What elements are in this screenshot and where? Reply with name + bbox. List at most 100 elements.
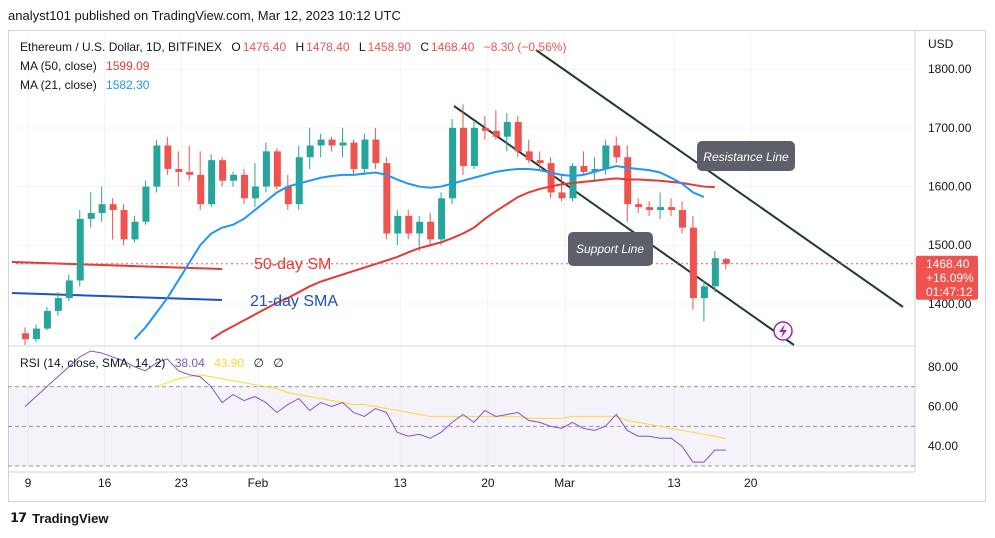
footer-brand[interactable]: 𝟭𝟳 TradingView: [10, 510, 108, 526]
candle-body: [503, 122, 511, 137]
candle-body: [438, 198, 446, 240]
currency-label: USD: [928, 37, 954, 51]
candle-body: [558, 192, 566, 199]
x-tick-label: Mar: [554, 476, 575, 490]
candle-body: [646, 207, 654, 211]
high-label: H: [295, 40, 305, 54]
candle-body: [525, 151, 533, 161]
x-tick-label: 13: [394, 476, 408, 490]
candle-body: [470, 127, 478, 167]
candle-body: [635, 204, 643, 208]
x-tick-label: Feb: [248, 476, 269, 490]
candle-body: [208, 160, 216, 205]
candle-body: [262, 151, 270, 187]
candle-body: [657, 207, 665, 211]
candle-body: [711, 258, 719, 287]
candle-body: [317, 139, 325, 146]
candle-body: [142, 186, 150, 222]
ma21-drawn-line: [11, 292, 223, 301]
tradingview-logo-icon: 𝟭𝟳: [10, 510, 27, 525]
resistance-callout-label: Resistance Line: [703, 150, 789, 164]
support-callout-box: [568, 232, 653, 266]
open-label: O: [231, 40, 241, 54]
rsi-tick-label: 40.00: [928, 439, 958, 453]
support-trendline: [453, 105, 795, 346]
candle-body: [65, 280, 73, 299]
candle-body: [449, 127, 457, 199]
support-callout-label: Support Line: [576, 242, 644, 256]
candle-body: [43, 310, 51, 329]
x-tick-label: 23: [175, 476, 189, 490]
high-value: 1478.40: [306, 40, 350, 54]
ma21-legend-label[interactable]: MA (21, close): [20, 78, 97, 92]
candle-body: [372, 139, 380, 164]
candle-body: [361, 139, 369, 169]
candle-body: [164, 145, 172, 169]
candle-body: [295, 157, 303, 205]
close-label: C: [420, 40, 429, 54]
price-tick-label: 1500.00: [928, 238, 972, 252]
candle-body: [668, 207, 676, 211]
x-tick-label: 16: [98, 476, 112, 490]
low-value: 1458.90: [367, 40, 411, 54]
price-tick-label: 1400.00: [928, 297, 972, 311]
candle-body: [120, 210, 128, 240]
candle-body: [481, 127, 489, 131]
x-tick-label: 20: [744, 476, 758, 490]
candle-body: [679, 210, 686, 228]
candle-body: [350, 142, 358, 169]
symbol-title[interactable]: Ethereum / U.S. Dollar, 1D, BITFINEX: [20, 40, 223, 54]
low-label: L: [358, 40, 366, 54]
candle-body: [405, 215, 413, 234]
price-tag-box: [916, 255, 978, 300]
publish-header: analyst101 published on TradingView.com,…: [8, 8, 401, 23]
candle-body: [602, 145, 610, 169]
candle-body: [175, 168, 183, 172]
footer-brand-label: TradingView: [32, 510, 109, 526]
candle-body: [284, 186, 292, 205]
x-tick-label: 13: [667, 476, 681, 490]
x-tick-label: 9: [25, 476, 32, 490]
candle-body: [109, 204, 117, 211]
candle-body: [87, 212, 95, 219]
candle-body: [536, 160, 544, 164]
candle-body: [394, 215, 402, 234]
ma50-annotation: 50-day SM: [254, 256, 331, 273]
candle-body: [339, 142, 347, 146]
rsi-na-2: ∅: [273, 356, 284, 370]
candle-body: [328, 139, 336, 146]
candle-body: [624, 157, 632, 205]
candle-body: [460, 127, 467, 167]
ma50-legend-label[interactable]: MA (50, close): [20, 59, 97, 73]
candle-body: [197, 174, 205, 205]
candle-body: [153, 145, 161, 187]
ma50-line: [210, 177, 715, 340]
candle-body: [306, 145, 314, 158]
ma21-legend: MA (21, close) 1582.30: [20, 78, 151, 92]
rsi-na-1: ∅: [253, 356, 264, 370]
candle-body: [251, 186, 259, 199]
candle-body: [32, 328, 40, 340]
resistance-trendline: [535, 49, 904, 308]
rsi-legend-label[interactable]: RSI (14, close, SMA, 14, 2): [20, 356, 166, 370]
ma50-drawn-line: [11, 261, 223, 270]
candle-body: [591, 168, 599, 172]
candle-body: [76, 218, 84, 281]
candle-body: [54, 298, 62, 311]
rsi-sma-line: [156, 374, 726, 439]
price-tick-label: 1600.00: [928, 180, 972, 194]
price-tick-label: 1700.00: [928, 121, 972, 135]
candle-body: [427, 221, 435, 240]
candle-body: [492, 130, 500, 137]
chart-frame: [8, 30, 986, 502]
change-value: −8.30 (−0.56%): [483, 40, 567, 54]
candle-body: [547, 163, 555, 193]
candle-body: [722, 259, 730, 264]
ma21-line: [133, 165, 705, 340]
candle-body: [98, 204, 106, 213]
resistance-callout-box: [697, 141, 795, 171]
candle-body: [383, 163, 391, 234]
candle-body: [580, 166, 588, 172]
candle-body: [514, 122, 522, 152]
